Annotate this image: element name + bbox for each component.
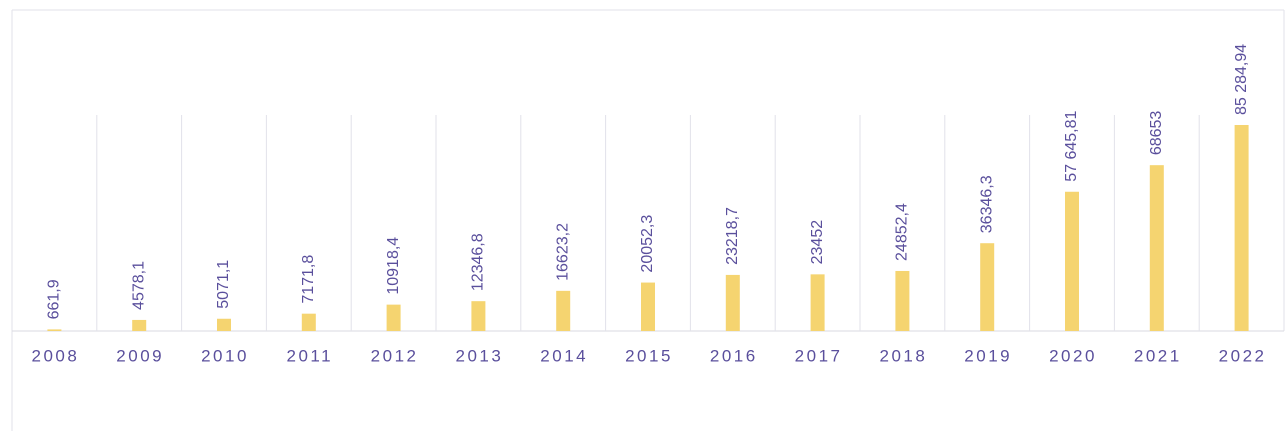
x-tick-label: 2014: [540, 346, 588, 365]
value-label: 20052,3: [639, 215, 656, 273]
bar: [810, 274, 825, 331]
x-tick-label: 2021: [1134, 346, 1182, 365]
x-tick-label: 2018: [879, 346, 927, 365]
value-label: 661,9: [46, 279, 63, 319]
value-label: 23218,7: [724, 207, 741, 265]
value-label: 5071,1: [215, 260, 232, 309]
x-tick-label: 2019: [964, 346, 1012, 365]
value-label: 85 284,94: [1233, 44, 1250, 115]
x-tick-label: 2017: [795, 346, 843, 365]
value-label: 16623,2: [554, 223, 571, 281]
value-label: 68653: [1148, 111, 1165, 156]
value-label: 12346,8: [470, 233, 487, 291]
bar: [980, 243, 995, 331]
bar: [725, 274, 740, 331]
bar: [386, 304, 401, 331]
bar: [47, 329, 62, 331]
x-tick-label: 2020: [1049, 346, 1097, 365]
bar: [132, 319, 147, 331]
bar: [556, 290, 571, 331]
x-tick-label: 2013: [455, 346, 503, 365]
x-tick-label: 2012: [371, 346, 419, 365]
value-label: 4578,1: [130, 261, 147, 310]
bar: [641, 282, 655, 331]
x-tick-label: 2022: [1219, 346, 1267, 365]
value-label: 24852,4: [894, 203, 911, 261]
value-label: 7171,8: [300, 255, 317, 304]
x-tick-label: 2008: [31, 346, 79, 365]
x-tick-label: 2016: [710, 346, 758, 365]
value-label: 57 645,81: [1063, 110, 1080, 181]
bar: [1149, 165, 1164, 331]
bar: [217, 318, 231, 331]
bar: [1065, 191, 1079, 331]
x-tick-label: 2010: [201, 346, 249, 365]
x-tick-label: 2011: [287, 346, 334, 365]
bar: [895, 270, 910, 331]
value-label: 10918,4: [385, 237, 402, 295]
x-tick-label: 2009: [116, 346, 164, 365]
value-label: 23452: [809, 220, 826, 265]
value-label: 36346,3: [978, 175, 995, 233]
bar: [1234, 125, 1249, 331]
x-tick-label: 2015: [625, 346, 673, 365]
bar: [301, 313, 316, 331]
bar: [471, 301, 486, 331]
